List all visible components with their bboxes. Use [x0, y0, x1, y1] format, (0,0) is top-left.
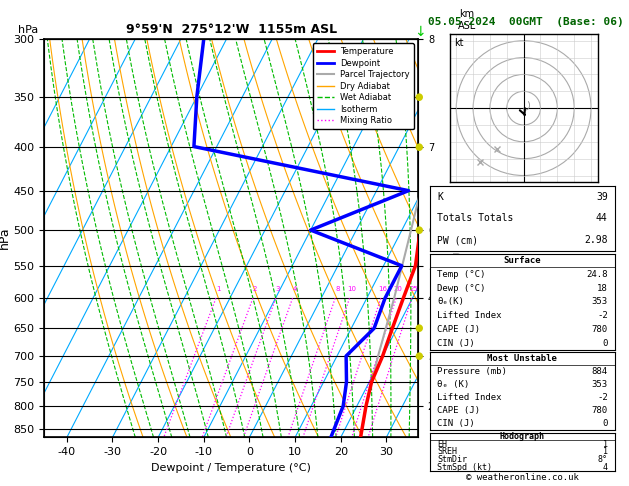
- Text: 18: 18: [597, 283, 608, 293]
- Text: Surface: Surface: [504, 256, 541, 265]
- Text: km
ASL: km ASL: [458, 9, 476, 31]
- Text: CAPE (J): CAPE (J): [437, 325, 480, 334]
- Text: 1: 1: [603, 448, 608, 456]
- Text: Pressure (mb): Pressure (mb): [437, 367, 507, 376]
- Text: 0: 0: [603, 339, 608, 347]
- Text: ↓: ↓: [415, 25, 426, 38]
- Text: ●: ●: [414, 141, 423, 152]
- Text: CAPE (J): CAPE (J): [437, 406, 480, 415]
- Y-axis label: Mixing Ratio (g/kg): Mixing Ratio (g/kg): [452, 192, 462, 284]
- Text: ●: ●: [414, 351, 423, 361]
- Text: 0: 0: [603, 419, 608, 428]
- Text: ●: ●: [414, 323, 423, 333]
- Text: 25: 25: [409, 286, 418, 292]
- X-axis label: Dewpoint / Temperature (°C): Dewpoint / Temperature (°C): [151, 463, 311, 473]
- Text: 20: 20: [394, 286, 403, 292]
- Text: 16: 16: [379, 286, 387, 292]
- Text: hPa: hPa: [18, 25, 38, 35]
- Text: Dewp (°C): Dewp (°C): [437, 283, 486, 293]
- Text: CIN (J): CIN (J): [437, 339, 475, 347]
- Text: ●: ●: [414, 91, 423, 102]
- Text: 884: 884: [592, 367, 608, 376]
- Text: -2: -2: [597, 311, 608, 320]
- Y-axis label: hPa: hPa: [0, 227, 11, 249]
- Text: SREH: SREH: [437, 448, 457, 456]
- Text: Totals Totals: Totals Totals: [437, 213, 513, 224]
- Text: 2.98: 2.98: [584, 235, 608, 245]
- Text: Lifted Index: Lifted Index: [437, 311, 501, 320]
- Text: 780: 780: [592, 325, 608, 334]
- Text: 353: 353: [592, 297, 608, 306]
- Text: 24.8: 24.8: [586, 270, 608, 279]
- Title: 9°59'N  275°12'W  1155m ASL: 9°59'N 275°12'W 1155m ASL: [126, 23, 337, 36]
- Text: Lifted Index: Lifted Index: [437, 393, 501, 402]
- Text: StmSpd (kt): StmSpd (kt): [437, 463, 492, 472]
- Text: 4: 4: [603, 463, 608, 472]
- Text: 44: 44: [596, 213, 608, 224]
- Legend: Temperature, Dewpoint, Parcel Trajectory, Dry Adiabat, Wet Adiabat, Isotherm, Mi: Temperature, Dewpoint, Parcel Trajectory…: [313, 43, 414, 129]
- Text: StmDir: StmDir: [437, 455, 467, 464]
- Text: Temp (°C): Temp (°C): [437, 270, 486, 279]
- Text: 4: 4: [292, 286, 297, 292]
- Text: 353: 353: [592, 380, 608, 389]
- Text: 05.05.2024  00GMT  (Base: 06): 05.05.2024 00GMT (Base: 06): [428, 17, 623, 27]
- Text: 10: 10: [347, 286, 356, 292]
- Text: 8: 8: [335, 286, 340, 292]
- Text: 1: 1: [216, 286, 221, 292]
- Text: EH: EH: [437, 440, 447, 449]
- Text: 3: 3: [276, 286, 280, 292]
- Text: Most Unstable: Most Unstable: [487, 354, 557, 364]
- Text: 1: 1: [603, 440, 608, 449]
- Text: 780: 780: [592, 406, 608, 415]
- Text: θₑ(K): θₑ(K): [437, 297, 464, 306]
- Text: kt: kt: [454, 38, 464, 49]
- Text: 39: 39: [596, 191, 608, 202]
- Text: Hodograph: Hodograph: [500, 432, 545, 441]
- Text: 2: 2: [253, 286, 257, 292]
- Text: 8°: 8°: [598, 455, 608, 464]
- Text: © weatheronline.co.uk: © weatheronline.co.uk: [465, 473, 579, 482]
- Text: θₑ (K): θₑ (K): [437, 380, 469, 389]
- Text: ●: ●: [414, 225, 423, 235]
- Text: -2: -2: [597, 393, 608, 402]
- Text: K: K: [437, 191, 443, 202]
- Text: CIN (J): CIN (J): [437, 419, 475, 428]
- Text: PW (cm): PW (cm): [437, 235, 478, 245]
